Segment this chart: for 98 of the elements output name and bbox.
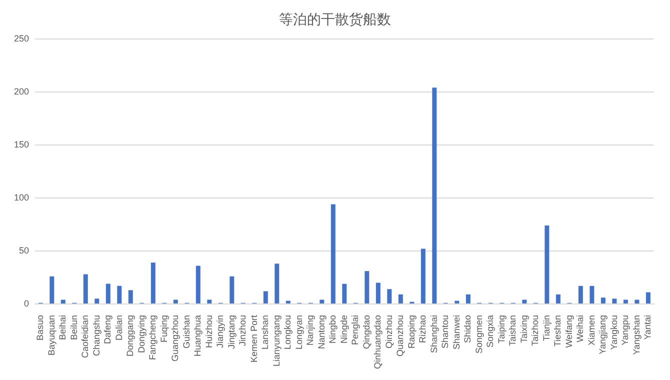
x-tick-label: Quanzhou <box>395 314 406 356</box>
x-tick-label: Shanghai <box>428 314 439 353</box>
bar <box>544 225 550 304</box>
x-tick-label: Dalian <box>114 314 124 340</box>
bar <box>106 284 110 304</box>
bar <box>556 294 560 304</box>
y-tick-label: 0 <box>24 298 30 308</box>
bar <box>150 262 156 304</box>
chart-title: 等泊的干散货船数 <box>279 12 391 28</box>
x-tick-label: Taishan <box>508 314 518 346</box>
x-tick-label: Shanwei <box>451 314 462 350</box>
x-tick-label: Nantong <box>316 314 326 349</box>
bar <box>50 276 54 304</box>
x-tick-label: Qinhuangdao <box>372 314 383 370</box>
bar <box>420 248 426 304</box>
x-tick-label: Huanghua <box>192 314 203 356</box>
x-tick-label: Caofeidian <box>80 314 90 358</box>
x-tick-label: Basuo <box>35 314 46 340</box>
bar <box>466 294 470 304</box>
x-tick-label: Nanjing <box>305 314 316 346</box>
bar <box>342 284 347 304</box>
x-tick-label: Beilun <box>68 314 79 340</box>
bar <box>274 264 280 304</box>
x-tick-label: Longkou <box>282 314 293 350</box>
bar <box>128 290 133 304</box>
x-tick-label: Shidao <box>462 314 473 343</box>
bar <box>623 300 628 304</box>
bar <box>196 266 200 304</box>
bar <box>117 286 122 304</box>
x-tick-label: Beihai <box>58 314 68 340</box>
x-tick-label: Bayuquan <box>46 314 56 356</box>
x-tick-label: Huizhou <box>204 314 214 348</box>
bar <box>578 286 583 304</box>
bar <box>432 88 437 304</box>
x-tick-label: Taixing <box>518 314 529 343</box>
x-tick-label: Rizhao <box>418 314 428 343</box>
x-tick-label: Lanshan <box>260 314 270 350</box>
x-tick-label: Penglai <box>350 314 360 345</box>
x-tick-label: Raoping <box>406 314 416 348</box>
bar <box>454 300 460 304</box>
bar <box>330 204 336 304</box>
x-tick-label: Kemen Port <box>248 314 259 362</box>
x-tick-label: Jingtang <box>226 314 236 349</box>
x-tick-label: Songxia <box>485 314 496 348</box>
x-tick-label: Yantai <box>642 314 653 340</box>
x-tick-label: Qinzhou <box>384 314 394 348</box>
x-tick-label: Yangjiang <box>598 314 608 354</box>
x-tick-label: Qingdao <box>361 314 372 349</box>
bar <box>600 298 606 304</box>
x-tick-label: Lianyungang <box>271 314 282 367</box>
x-tick-label: Weifang <box>564 314 574 348</box>
x-tick-label: Fuqing <box>158 314 169 342</box>
bar <box>83 274 88 304</box>
bar <box>320 300 324 304</box>
bar <box>286 300 290 304</box>
bar <box>376 282 380 304</box>
x-tick-label: Changshu <box>91 314 102 356</box>
y-tick-label: 250 <box>14 33 30 44</box>
bar <box>522 300 527 304</box>
bar <box>634 300 640 304</box>
bar <box>612 298 617 304</box>
x-tick-label: Yangshan <box>631 314 642 355</box>
y-tick-label: 50 <box>19 245 30 256</box>
x-tick-label: Longyan <box>294 314 304 350</box>
bar <box>387 289 392 304</box>
x-tick-label: Tianjin <box>541 314 552 342</box>
x-tick-label: Ningde <box>338 314 349 344</box>
x-tick-label: Guishan <box>181 314 192 348</box>
bar <box>364 271 370 304</box>
bar <box>263 291 268 304</box>
x-tick-label: Songmen <box>474 314 484 354</box>
x-tick-label: Jiangyin <box>215 314 226 348</box>
x-tick-label: Dongying <box>136 314 146 353</box>
y-tick-label: 150 <box>14 139 30 150</box>
x-tick-label: Donggang <box>125 314 136 356</box>
x-tick-label: Taizhou <box>530 314 540 346</box>
x-tick-label: Weihai <box>575 314 586 342</box>
x-tick-label: Yangpu <box>620 314 630 346</box>
bar <box>230 276 234 304</box>
x-tick-label: Tieshan <box>552 314 563 347</box>
x-tick-label: Shantou <box>440 314 450 348</box>
x-tick-label: Fangcheng <box>148 314 158 360</box>
x-tick-label: Ningbo <box>328 314 338 344</box>
bar <box>398 294 403 304</box>
x-tick-label: Taiping <box>496 314 506 344</box>
bar <box>590 286 594 304</box>
x-tick-label: Guangzhou <box>170 314 180 362</box>
bar <box>94 298 100 304</box>
bar <box>207 300 212 304</box>
bar <box>173 300 178 304</box>
bar <box>646 292 650 304</box>
x-tick-label: Xiamen <box>586 314 596 346</box>
x-tick-label: Yangkou <box>608 314 619 350</box>
y-tick-label: 200 <box>14 86 30 96</box>
y-tick-label: 100 <box>14 192 30 202</box>
x-tick-label: Dafeng <box>102 314 113 344</box>
x-tick-label: Jinzhou <box>238 314 248 346</box>
bar <box>60 300 66 304</box>
